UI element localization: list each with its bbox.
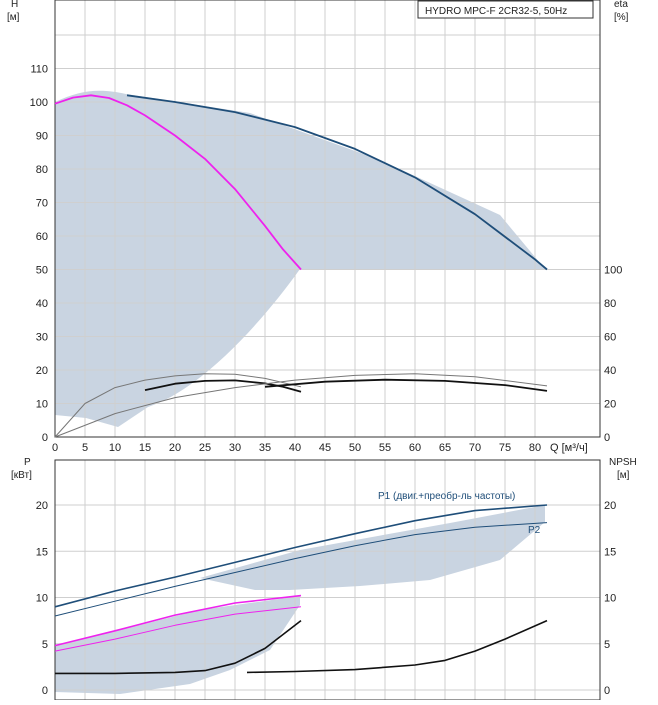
y-tick-label-h: 90 — [36, 131, 48, 143]
power-single-band — [55, 596, 300, 694]
y-tick-label-p: 0 — [42, 685, 48, 697]
y2-axis-unit-eta: [%] — [614, 12, 629, 23]
x-tick-label: 30 — [229, 442, 241, 454]
axis-unit-labels: H [м] eta [%] Q [м³/ч] P [кВт] NPSH [м] — [7, 0, 637, 481]
series — [54, 94, 548, 675]
series-line-P2_dual — [54, 522, 548, 617]
y-axis-unit-h: [м] — [7, 12, 20, 23]
y2-tick-label-npsh: 20 — [604, 500, 616, 512]
y-tick-label-h: 60 — [36, 231, 48, 243]
y-tick-label-p: 15 — [36, 546, 48, 558]
legend-p1: P1 (двиг.+преобр-ль частоты) — [378, 490, 515, 502]
tick-labels: 0 5 10 15 20 25 30 35 40 45 50 55 60 65 70 75 8001020304… — [30, 64, 623, 698]
y-tick-label-h: 0 — [42, 432, 48, 444]
chart-title: HYDRO MPC-F 2CR32-5, 50Hz — [425, 6, 567, 17]
x-tick-label: 70 — [469, 442, 481, 454]
series-line-H_single — [54, 94, 302, 271]
series-line-P1_dual — [54, 504, 548, 608]
y-tick-label-p: 5 — [42, 639, 48, 651]
x-tick-label: 65 — [439, 442, 451, 454]
y-tick-label-p: 10 — [36, 593, 48, 605]
y2-tick-label-eta: 100 — [604, 265, 622, 277]
x-tick-label: 60 — [409, 442, 421, 454]
x-tick-label: 20 — [169, 442, 181, 454]
x-tick-label: 50 — [349, 442, 361, 454]
y2-tick-label-eta: 60 — [604, 332, 616, 344]
x-tick-label: 80 — [529, 442, 541, 454]
y2-tick-label-npsh: 5 — [604, 639, 610, 651]
x-axis-label: Q [м³/ч] — [550, 442, 588, 454]
x-tick-label: 25 — [199, 442, 211, 454]
y-tick-label-h: 30 — [36, 332, 48, 344]
y2-tick-label-eta: 40 — [604, 365, 616, 377]
y-axis-label-h: H — [11, 0, 18, 10]
x-tick-label: 35 — [259, 442, 271, 454]
series-line-eta_single_p1 — [144, 379, 302, 393]
series-line-NPSH_dual — [246, 619, 548, 674]
y-tick-label-h: 40 — [36, 298, 48, 310]
series-line-eta_dual_p1 — [264, 378, 548, 392]
x-tick-label: 40 — [289, 442, 301, 454]
grid — [54, 0, 600, 700]
legend-p2: P2 — [528, 525, 541, 536]
upper-plot-frame — [54, 0, 601, 438]
series-line-eta_single_p2 — [54, 373, 302, 438]
y-tick-label-h: 50 — [36, 265, 48, 277]
y-tick-label-p: 20 — [36, 500, 48, 512]
x-tick-label: 75 — [499, 442, 511, 454]
series-line-NPSH_single — [55, 619, 302, 675]
y2-axis-label-npsh: NPSH — [609, 457, 637, 468]
y2-tick-label-eta: 20 — [604, 399, 616, 411]
y2-axis-unit-npsh: [м] — [617, 470, 630, 481]
y-tick-label-h: 70 — [36, 198, 48, 210]
y2-axis-label-eta: eta — [614, 0, 628, 10]
y2-tick-label-npsh: 15 — [604, 546, 616, 558]
series-line-H_dual — [126, 94, 548, 271]
x-tick-label: 5 — [82, 442, 88, 454]
x-tick-label: 15 — [139, 442, 151, 454]
series-line-P1_single — [54, 594, 302, 647]
x-tick-label: 10 — [109, 442, 121, 454]
x-tick-label: 0 — [52, 442, 58, 454]
y-axis-unit-p: [кВт] — [11, 470, 32, 481]
series-line-eta_dual_p2 — [54, 373, 548, 438]
y-tick-label-h: 10 — [36, 399, 48, 411]
y2-tick-label-npsh: 10 — [604, 593, 616, 605]
head-envelope-band — [55, 90, 545, 427]
power-envelope-band — [200, 505, 545, 590]
chart-title-box: HYDRO MPC-F 2CR32-5, 50Hz — [417, 0, 594, 19]
x-tick-label: 55 — [379, 442, 391, 454]
y-tick-label-h: 20 — [36, 365, 48, 377]
y-axis-label-p: P — [24, 457, 31, 468]
y-tick-label-h: 100 — [30, 97, 48, 109]
y-tick-label-h: 110 — [30, 64, 48, 76]
y2-tick-label-eta: 0 — [604, 432, 610, 444]
x-tick-label: 45 — [319, 442, 331, 454]
y2-tick-label-npsh: 0 — [604, 685, 610, 697]
series-line-P2_single — [54, 606, 302, 652]
y2-tick-label-eta: 80 — [604, 298, 616, 310]
y-tick-label-h: 80 — [36, 164, 48, 176]
operating-range-bands — [55, 90, 545, 694]
